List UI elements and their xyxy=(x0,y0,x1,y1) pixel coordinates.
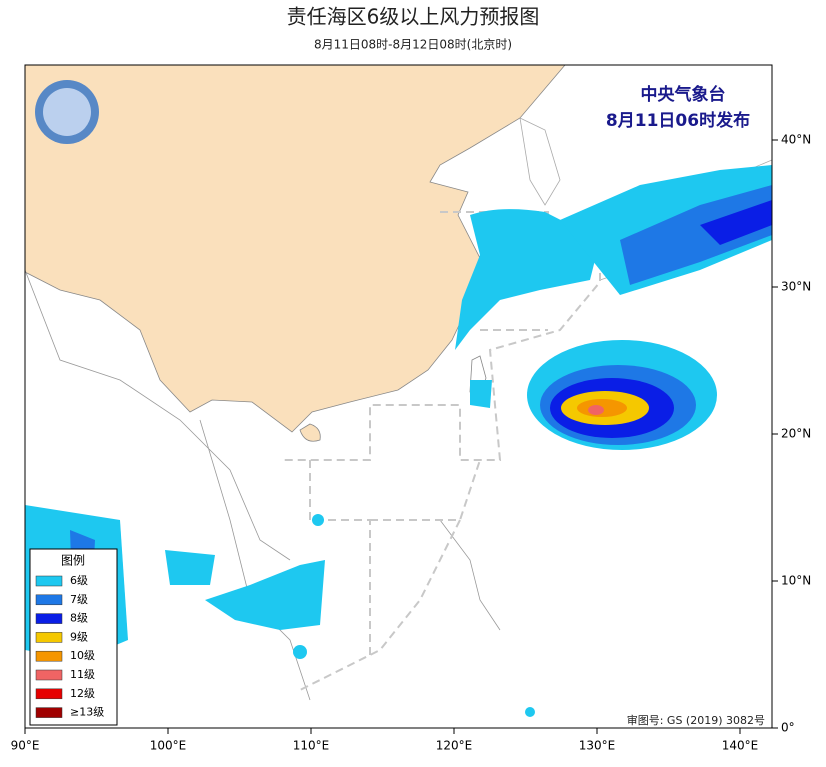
y-tick-label: 20°N xyxy=(781,427,811,441)
y-tick-label: 10°N xyxy=(781,574,811,588)
x-tick-label: 100°E xyxy=(150,739,187,753)
review-number: 审图号: GS (2019) 3082号 xyxy=(627,713,765,727)
legend-swatch xyxy=(35,632,63,643)
y-tick-label: 0° xyxy=(781,721,795,735)
agency: 中央气象台 xyxy=(641,84,726,105)
map-title: 责任海区6级以上风力预报图 xyxy=(287,5,540,29)
map-area xyxy=(25,65,772,728)
map-subtitle: 8月11日08时-8月12日08时(北京时) xyxy=(314,38,512,52)
x-tick-label: 120°E xyxy=(436,739,473,753)
issue-time: 8月11日06时发布 xyxy=(606,110,750,131)
legend-label: 8级 xyxy=(70,612,88,625)
wind-areas xyxy=(25,165,772,717)
legend-swatch xyxy=(35,669,63,681)
legend-swatch xyxy=(35,613,63,624)
y-tick-label: 30°N xyxy=(781,280,811,294)
y-tick-label: 40°N xyxy=(781,133,811,147)
legend-label: 10级 xyxy=(70,649,95,662)
legend-label: 11级 xyxy=(70,668,95,681)
x-tick-label: 140°E xyxy=(722,739,759,753)
legend-swatch xyxy=(35,650,63,662)
legend-label: 12级 xyxy=(70,687,95,700)
legend-swatch xyxy=(35,594,63,606)
legend-swatch xyxy=(35,688,63,700)
legend-label: ≥13级 xyxy=(70,706,104,719)
legend-label: 9级 xyxy=(70,630,88,643)
legend-swatch xyxy=(35,575,63,587)
legend: 图例 6级 7级 8级 9级 10级 11级 12级 ≥13级 xyxy=(29,548,118,726)
legend-title: 图例 xyxy=(61,554,85,568)
legend-swatch xyxy=(35,707,63,718)
legend-label: 6级 xyxy=(70,574,88,587)
x-tick-label: 90°E xyxy=(11,739,40,753)
legend-label: 7级 xyxy=(70,593,88,606)
x-tick-label: 110°E xyxy=(293,739,330,753)
x-tick-label: 130°E xyxy=(579,739,616,753)
